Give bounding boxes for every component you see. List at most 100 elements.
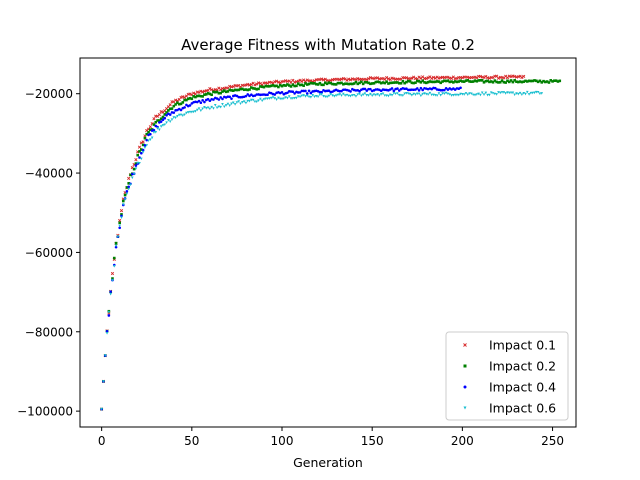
data-point xyxy=(526,90,529,94)
data-point xyxy=(257,99,260,103)
series-impact-0-6 xyxy=(100,90,544,411)
data-point xyxy=(188,96,192,100)
data-point xyxy=(179,108,183,112)
data-point xyxy=(542,79,545,83)
data-point xyxy=(450,94,453,97)
data-point xyxy=(269,96,273,100)
data-point xyxy=(183,106,186,109)
data-point xyxy=(497,81,500,84)
data-point xyxy=(443,88,446,92)
data-point xyxy=(116,235,120,239)
data-point xyxy=(426,76,430,80)
data-point xyxy=(352,82,356,85)
data-point xyxy=(119,208,124,213)
data-point xyxy=(488,93,491,97)
data-point xyxy=(181,101,185,104)
data-point xyxy=(121,199,125,203)
data-point xyxy=(255,93,259,96)
data-point xyxy=(219,105,222,109)
data-point xyxy=(374,80,378,84)
data-point xyxy=(379,93,383,96)
data-point xyxy=(424,76,428,81)
legend-marker xyxy=(463,385,467,389)
data-point xyxy=(535,79,538,83)
data-point xyxy=(484,91,488,95)
data-point xyxy=(415,87,419,90)
data-point xyxy=(536,80,540,84)
data-point xyxy=(369,92,372,96)
data-point xyxy=(444,91,448,95)
data-point xyxy=(275,84,278,88)
data-point xyxy=(132,167,136,171)
data-point xyxy=(237,88,241,92)
data-point xyxy=(394,92,397,96)
data-point xyxy=(244,88,248,91)
data-point xyxy=(333,95,336,98)
data-point xyxy=(491,80,495,84)
data-point xyxy=(410,94,414,97)
data-point xyxy=(556,80,560,83)
data-point xyxy=(170,107,174,110)
data-point xyxy=(217,98,221,101)
data-point xyxy=(251,87,255,90)
data-point xyxy=(295,84,298,88)
data-point xyxy=(309,91,313,95)
data-point xyxy=(138,150,141,153)
data-point xyxy=(217,91,221,95)
data-point xyxy=(152,123,156,126)
data-point xyxy=(428,80,432,83)
data-point xyxy=(298,78,302,82)
data-point xyxy=(253,83,257,87)
data-point xyxy=(471,93,475,97)
data-point xyxy=(302,94,305,97)
data-point xyxy=(434,80,437,84)
data-point xyxy=(195,94,199,98)
data-point xyxy=(309,81,313,85)
data-point xyxy=(228,88,232,92)
data-point xyxy=(320,83,323,87)
data-point xyxy=(500,79,504,82)
data-point xyxy=(253,87,257,90)
data-point xyxy=(131,176,134,180)
data-point xyxy=(403,92,406,96)
data-point xyxy=(289,97,293,100)
data-point xyxy=(372,81,376,85)
data-point xyxy=(538,79,542,83)
data-point xyxy=(188,104,192,107)
data-point xyxy=(246,88,250,92)
legend-item: Impact 0.1 xyxy=(463,338,556,353)
data-point xyxy=(347,82,351,86)
data-point xyxy=(114,241,118,245)
data-point xyxy=(504,81,507,84)
data-point xyxy=(452,81,455,84)
data-point xyxy=(197,99,201,103)
data-point xyxy=(105,330,109,333)
data-point xyxy=(464,92,468,95)
data-point xyxy=(435,80,439,83)
data-point xyxy=(345,82,349,86)
data-point xyxy=(421,92,424,96)
data-point xyxy=(168,120,172,123)
data-point xyxy=(210,93,213,97)
data-point xyxy=(127,182,130,185)
data-point xyxy=(201,107,204,111)
data-point xyxy=(287,84,291,87)
data-point xyxy=(516,92,520,96)
data-point xyxy=(406,79,410,83)
data-point xyxy=(396,81,399,84)
data-point xyxy=(239,102,242,106)
x-tick-label: 200 xyxy=(451,434,474,448)
data-point xyxy=(435,75,439,79)
data-point xyxy=(114,244,118,248)
data-point xyxy=(486,93,489,97)
data-point xyxy=(471,80,475,83)
data-point xyxy=(376,80,379,84)
data-point xyxy=(298,95,302,99)
data-point xyxy=(430,93,434,97)
data-point xyxy=(323,95,327,99)
data-point xyxy=(138,156,141,159)
data-point xyxy=(482,75,486,80)
data-point xyxy=(278,97,282,101)
data-point xyxy=(134,167,138,170)
data-point xyxy=(264,84,268,88)
